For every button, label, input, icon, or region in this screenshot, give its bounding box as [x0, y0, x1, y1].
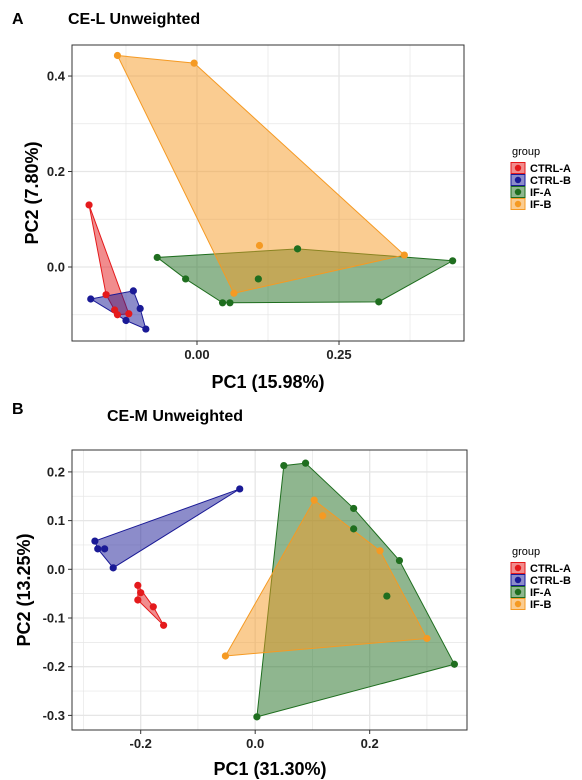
panel-a-point-ctrl-b [142, 325, 150, 333]
panel-b-point-if-b [221, 652, 230, 660]
panel-a-point-if-a [182, 275, 190, 283]
panel-b-point-ctrl-a [134, 581, 142, 589]
panel-b-y-tick-label: -0.1 [43, 611, 65, 626]
panel-a-point-ctrl-a [113, 311, 122, 319]
panel-b-point-if-a [301, 459, 310, 467]
panel-a: A CE-L Unweighted 0.00 0.25 0.0 0.2 0.4 PC1 … [12, 11, 571, 392]
panel-b-point-if-b [423, 634, 431, 643]
panel-a-point-ctrl-b [129, 287, 137, 295]
panel-a-point-ctrl-b [136, 304, 144, 313]
panel-a-point-if-b [400, 251, 408, 259]
panel-a-legend-dot-if-a [514, 188, 522, 196]
panel-a-point-if-b [230, 289, 238, 297]
panel-b-y-tick-label: 0.0 [47, 562, 65, 577]
panel-b-point-ctrl-a [134, 596, 142, 604]
panel-b-point-ctrl-b [94, 545, 102, 553]
panel-a-legend-dot-ctrl-b [514, 176, 522, 184]
panel-b-point-if-a [350, 525, 358, 533]
panel-b-points [91, 459, 459, 721]
panel-a-legend-label-ctrl-b: CTRL-B [530, 175, 571, 187]
panel-a-y-tick-label: 0.0 [47, 260, 65, 275]
panel-b-point-ctrl-b [91, 537, 99, 545]
panel-a-legend-title: group [512, 146, 540, 158]
panel-b-x-axis-title: PC1 (31.30%) [213, 759, 326, 779]
panel-a-legend-dot-if-b [514, 200, 522, 208]
panel-a-legend-dot-ctrl-a [514, 164, 522, 172]
panel-b-point-ctrl-b [236, 485, 244, 493]
panel-b-x-tick-label: -0.2 [129, 736, 151, 751]
panel-b-title: CE-M Unweighted [107, 408, 243, 425]
panel-b-point-ctrl-b [109, 564, 117, 572]
panel-b-y-axis-title: PC2 (13.25%) [14, 533, 34, 646]
panel-b-point-if-a [450, 660, 459, 668]
panel-a-point-ctrl-b [122, 316, 130, 325]
panel-a-point-if-b [113, 51, 122, 60]
panel-b-point-ctrl-a [149, 603, 157, 611]
panel-a-legend-label-if-b: IF-B [530, 199, 551, 211]
panel-b-y-tick-label: 0.1 [47, 513, 65, 528]
panel-a-point-if-a [226, 299, 234, 307]
panel-b-letter: B [12, 401, 24, 418]
panel-a-point-ctrl-a [125, 310, 133, 318]
panel-a-legend-label-ctrl-a: CTRL-A [530, 163, 571, 175]
panel-a-y-axis-title: PC2 (7.80%) [22, 141, 42, 244]
panel-b-legend-label-if-b: IF-B [530, 599, 551, 611]
panel-b-ticks: -0.2 0.0 0.2 0.2 0.1 0.0 -0.1 -0.2 -0.3 [43, 464, 379, 751]
panel-b-point-if-a [253, 713, 261, 721]
panel-b-legend-label-ctrl-b: CTRL-B [530, 575, 571, 587]
panel-a-point-if-a [375, 298, 383, 306]
panel-a-frame [71, 44, 465, 342]
panel-a-legend-label-if-a: IF-A [530, 187, 551, 199]
panel-a-point-if-b [255, 241, 264, 250]
panel-b-legend-dot-ctrl-b [514, 576, 522, 584]
panel-b-point-if-a [395, 556, 404, 565]
panel-a-point-if-a [293, 245, 302, 253]
panel-a-point-if-a [153, 253, 161, 262]
panel-b-point-if-a [280, 461, 288, 470]
panel-b-frame [71, 449, 468, 731]
panel-a-x-tick-label: 0.00 [184, 347, 209, 362]
panel-a-x-axis-title: PC1 (15.98%) [211, 372, 324, 392]
panel-a-point-if-b [190, 59, 198, 67]
panel-b-point-ctrl-b [101, 545, 109, 553]
panel-b-legend-dot-if-a [514, 588, 522, 596]
panel-b-y-tick-label: -0.3 [43, 708, 65, 723]
panel-b-x-tick-label: 0.0 [246, 736, 264, 751]
panel-b-point-ctrl-a [137, 589, 145, 597]
panel-a-point-if-a [254, 275, 262, 283]
panel-a-title: CE-L Unweighted [68, 11, 200, 28]
panel-b-legend-dot-ctrl-a [514, 564, 522, 572]
panel-a-points [85, 51, 457, 333]
panel-a-y-tick-label: 0.2 [47, 164, 65, 179]
panel-a-point-if-a [449, 257, 457, 265]
panel-b-point-if-b [376, 547, 384, 555]
panel-b-legend-dot-if-b [514, 600, 522, 608]
panel-b-legend-label-if-a: IF-A [530, 587, 551, 599]
panel-a-x-tick-label: 0.25 [326, 347, 351, 362]
panel-b-point-ctrl-a [159, 621, 168, 629]
panel-b-y-tick-label: -0.2 [43, 659, 65, 674]
panel-b-point-if-b [310, 496, 318, 504]
panel-a-y-tick-label: 0.4 [47, 69, 66, 84]
panel-a-point-ctrl-a [102, 291, 110, 299]
panel-b-hulls [94, 462, 456, 718]
panel-b-legend-label-ctrl-a: CTRL-A [530, 563, 571, 575]
panel-b-x-tick-label: 0.2 [361, 736, 379, 751]
panel-b: B CE-M Unweighted -0.2 0.0 0.20.20.10.0-0.… [12, 401, 571, 779]
panel-a-hulls [88, 54, 455, 330]
panel-b-point-if-a [350, 504, 358, 513]
panel-a-point-if-a [218, 299, 227, 307]
panel-a-point-ctrl-a [85, 201, 93, 209]
panel-a-ticks: 0.00 0.25 0.0 0.2 0.4 [47, 69, 352, 362]
panel-a-letter: A [12, 11, 24, 28]
panel-a-point-ctrl-b [87, 295, 95, 303]
panel-b-point-if-a [383, 592, 391, 600]
panel-b-point-if-b [319, 512, 327, 520]
panel-b-legend-title: group [512, 546, 540, 558]
panel-b-y-tick-label: 0.2 [47, 464, 65, 479]
